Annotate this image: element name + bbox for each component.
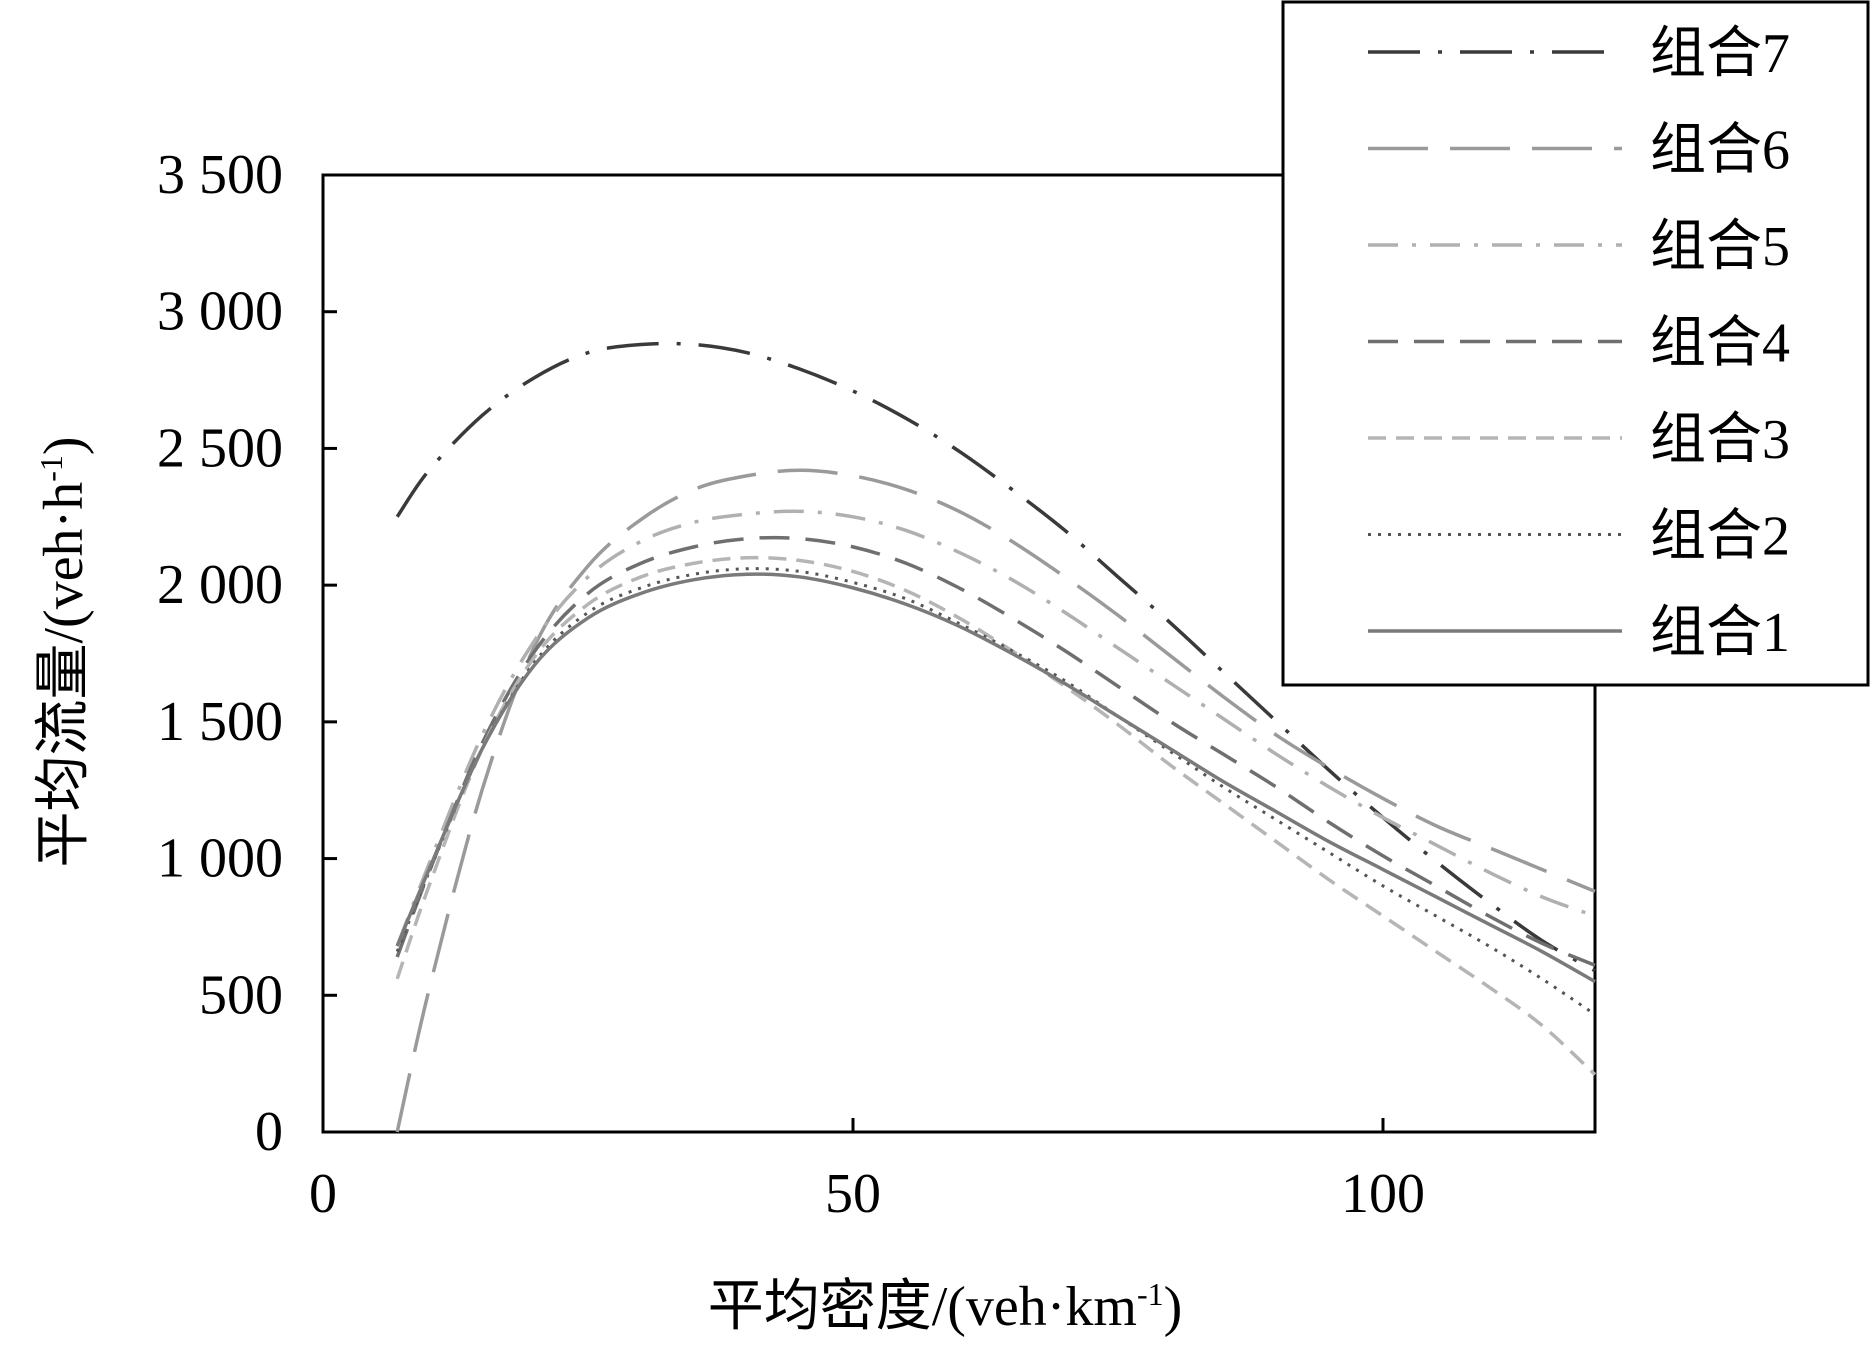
series-line-4 <box>395 535 1596 967</box>
series-line-7 <box>395 572 1596 984</box>
y-tick-label: 3 500 <box>157 144 283 206</box>
legend-label: 组合5 <box>1650 216 1790 278</box>
legend-label: 组合3 <box>1650 409 1790 471</box>
y-tick-label: 0 <box>255 1101 283 1163</box>
y-tick-label: 2 500 <box>157 417 283 479</box>
x-axis-label: 平均密度/(veh·km-1) <box>708 1276 1183 1338</box>
x-axis-ticks: 0 50 100 <box>309 1118 1425 1225</box>
x-tick-label: 0 <box>309 1163 337 1225</box>
legend: 组合7 组合6 组合5 组合4 组合3 组合2 组合1 <box>1281 0 1870 687</box>
series-group <box>395 341 1597 1133</box>
y-tick-label: 1 500 <box>157 691 283 753</box>
y-axis-label: 平均流量/(veh·h-1) <box>33 436 95 867</box>
legend-label: 组合4 <box>1650 313 1790 375</box>
y-tick-label: 500 <box>199 964 283 1026</box>
y-tick-label: 2 000 <box>157 554 283 616</box>
y-axis-ticks: 0 500 1 000 1 500 2 000 2 500 3 000 3 500 <box>157 144 337 1163</box>
legend-label: 组合2 <box>1650 506 1790 568</box>
y-tick-label: 3 000 <box>157 281 283 343</box>
series-line-1 <box>395 341 1596 973</box>
legend-box <box>1281 0 1870 687</box>
series-line-3 <box>395 509 1596 947</box>
x-tick-label: 100 <box>1341 1163 1425 1225</box>
legend-label: 组合6 <box>1650 120 1790 182</box>
x-tick-label: 50 <box>825 1163 881 1225</box>
legend-items: 组合7 组合6 组合5 组合4 组合3 组合2 组合1 <box>1368 23 1790 664</box>
legend-label: 组合1 <box>1650 602 1790 664</box>
y-tick-label: 1 000 <box>157 828 283 890</box>
legend-label: 组合7 <box>1650 23 1790 85</box>
